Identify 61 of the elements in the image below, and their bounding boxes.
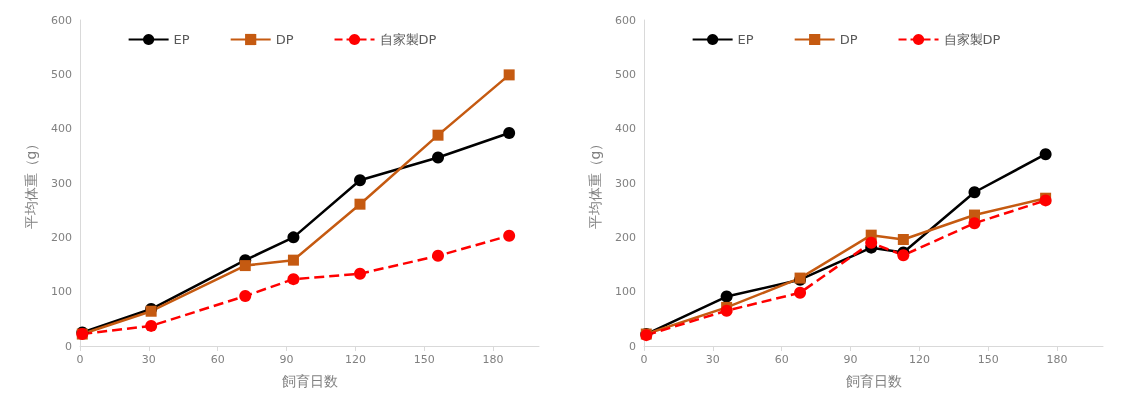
point bbox=[503, 127, 516, 140]
x-axis-title: 飼育日数 bbox=[281, 373, 338, 389]
legend-label: 自家製DP bbox=[943, 32, 1001, 47]
y-tick-label: 200 bbox=[51, 230, 72, 244]
x-tick-label: 90 bbox=[843, 353, 858, 366]
point bbox=[287, 254, 299, 266]
point bbox=[287, 231, 300, 244]
point bbox=[968, 186, 981, 199]
point bbox=[354, 174, 366, 187]
point bbox=[239, 260, 251, 272]
y-tick-label: 300 bbox=[615, 176, 636, 190]
y-tick-label: 100 bbox=[615, 285, 636, 299]
point bbox=[720, 290, 733, 303]
x-tick-label: 180 bbox=[1046, 353, 1068, 366]
x-axis-title: 飼育日数 bbox=[845, 373, 902, 389]
point bbox=[865, 236, 878, 249]
y-tick-label: 400 bbox=[51, 122, 72, 136]
x-tick-label: 0 bbox=[76, 353, 84, 366]
legend-label: EP bbox=[173, 32, 190, 47]
legend-label: EP bbox=[737, 32, 754, 47]
point bbox=[432, 249, 445, 262]
x-tick-label: 150 bbox=[977, 353, 999, 366]
y-tick-label: 400 bbox=[615, 122, 636, 136]
x-tick-label: 60 bbox=[774, 353, 789, 366]
x-tick-label: 120 bbox=[908, 353, 930, 366]
y-tick-label: 0 bbox=[629, 339, 636, 353]
x-tick-label: 60 bbox=[210, 353, 225, 366]
x-tick-label: 120 bbox=[344, 353, 366, 366]
point bbox=[287, 273, 300, 286]
point bbox=[432, 129, 444, 141]
point bbox=[897, 234, 909, 246]
x-tick-label: 30 bbox=[141, 353, 156, 366]
y-tick-label: 500 bbox=[51, 67, 72, 81]
point bbox=[354, 267, 366, 280]
x-tick-label: 30 bbox=[705, 353, 720, 366]
point bbox=[432, 151, 445, 164]
y-tick-label: 600 bbox=[615, 13, 636, 27]
legend-label: 自家製DP bbox=[379, 32, 437, 47]
point bbox=[968, 217, 981, 230]
y-tick-label: 100 bbox=[51, 285, 72, 299]
x-tick-label: 150 bbox=[413, 353, 435, 366]
y-tick-label: 200 bbox=[615, 230, 636, 244]
point bbox=[145, 319, 158, 332]
point bbox=[503, 69, 515, 81]
point bbox=[794, 286, 807, 299]
point bbox=[239, 290, 252, 303]
legend-label: DP bbox=[275, 32, 294, 47]
x-tick-label: 90 bbox=[279, 353, 294, 366]
legend-label: DP bbox=[839, 32, 858, 47]
point bbox=[354, 198, 366, 210]
y-tick-label: 300 bbox=[51, 176, 72, 190]
y-tick-label: 0 bbox=[65, 339, 72, 353]
y-tick-label: 600 bbox=[51, 13, 72, 27]
point bbox=[1039, 148, 1052, 161]
y-axis-title: 平均体重（g） bbox=[23, 136, 39, 230]
x-tick-label: 180 bbox=[482, 353, 504, 366]
y-tick-label: 500 bbox=[615, 67, 636, 81]
y-axis-title: 平均体重（g） bbox=[587, 136, 603, 230]
x-tick-label: 0 bbox=[640, 353, 648, 366]
point bbox=[720, 304, 733, 317]
point bbox=[503, 229, 516, 242]
